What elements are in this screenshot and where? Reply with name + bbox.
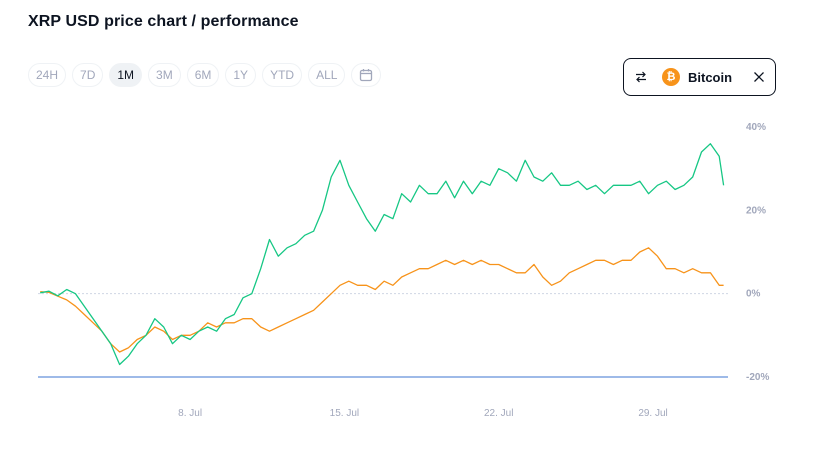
performance-chart: 40% 20% 0% -20% 8. Jul 15. Jul 22. Jul 29. Jul — [38, 122, 769, 419]
y-tick-label: 20% — [746, 205, 766, 216]
y-tick-label: -20% — [746, 372, 769, 383]
range-6m-button[interactable]: 6M — [186, 63, 220, 87]
compare-coin-label: Bitcoin — [688, 69, 733, 85]
calendar-button[interactable] — [351, 63, 382, 87]
time-range-selector: 24H 7D 1M 3M 6M 1Y YTD ALL — [28, 63, 382, 87]
range-7d-button[interactable]: 7D — [72, 63, 104, 87]
range-1m-button[interactable]: 1M — [109, 63, 143, 87]
range-24h-button[interactable]: 24H — [28, 63, 67, 87]
xrp-series-line — [40, 143, 725, 366]
y-tick-label: 40% — [746, 122, 766, 133]
range-1y-button[interactable]: 1Y — [225, 63, 257, 87]
range-all-button[interactable]: ALL — [308, 63, 346, 87]
close-icon[interactable] — [753, 71, 765, 83]
x-tick-label: 8. Jul — [178, 408, 202, 419]
btc-series-line — [40, 247, 724, 353]
swap-arrows-icon — [636, 71, 646, 83]
x-tick-label: 22. Jul — [484, 408, 513, 419]
x-tick-label: 29. Jul — [638, 408, 667, 419]
range-ytd-button[interactable]: YTD — [262, 63, 303, 87]
x-tick-label: 15. Jul — [330, 408, 359, 419]
calendar-icon — [360, 69, 373, 82]
range-3m-button[interactable]: 3M — [148, 63, 181, 87]
page-title: XRP USD price chart / performance — [28, 13, 299, 30]
bitcoin-icon: ₿ — [662, 68, 680, 86]
y-tick-label: 0% — [746, 289, 761, 300]
compare-coin-button[interactable]: ₿ Bitcoin — [623, 58, 776, 96]
